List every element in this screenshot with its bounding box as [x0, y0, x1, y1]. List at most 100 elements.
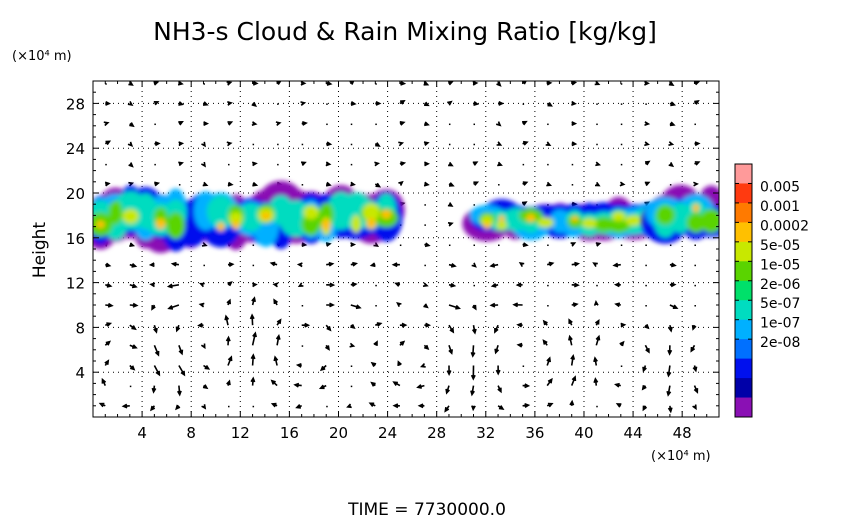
wind-vector — [301, 305, 304, 307]
wind-vector — [301, 143, 304, 146]
wind-vector — [694, 141, 701, 147]
wind-vector — [251, 121, 258, 126]
wind-vector — [694, 123, 696, 126]
chart-title: NH3-s Cloud & Rain Mixing Ratio [kg/kg] — [153, 17, 657, 46]
wind-vector — [374, 161, 381, 167]
wind-vector — [473, 244, 476, 247]
wind-vector — [424, 322, 432, 328]
y-tick-label: 24 — [66, 140, 85, 158]
wind-vector — [252, 405, 255, 408]
wind-vector — [301, 184, 304, 186]
wind-vector — [202, 384, 209, 390]
wind-vector — [346, 403, 352, 409]
wind-vector — [128, 81, 134, 86]
wind-vector — [644, 324, 650, 330]
wind-vector — [522, 140, 529, 146]
wind-vector — [129, 263, 138, 268]
wind-vector — [272, 282, 279, 288]
wind-vector — [547, 244, 549, 247]
wind-vector — [350, 143, 353, 146]
wind-vector — [350, 323, 356, 330]
wind-vector — [489, 302, 499, 308]
wind-vector — [325, 324, 332, 332]
cloud-layer — [93, 180, 719, 253]
cloud-cell — [122, 208, 139, 224]
wind-vector — [350, 304, 362, 310]
wind-vector — [104, 140, 112, 146]
wind-vector — [668, 141, 675, 146]
wind-vector — [490, 282, 499, 288]
wind-vector — [293, 382, 302, 388]
y-tick-label: 16 — [66, 230, 85, 248]
wind-vector — [198, 282, 205, 288]
cloud-cell — [581, 218, 597, 229]
wind-vector — [151, 304, 156, 311]
y-tick-label: 28 — [66, 95, 85, 113]
colorbar-swatch — [735, 183, 752, 204]
cloud-cell — [261, 212, 271, 220]
wind-vector — [391, 262, 400, 268]
cloud-cell — [96, 220, 105, 229]
wind-vector — [154, 163, 156, 166]
wind-vector — [473, 123, 476, 126]
wind-vector — [275, 333, 281, 346]
wind-vector — [496, 141, 503, 146]
wind-vector — [277, 143, 279, 146]
wind-vector — [250, 353, 256, 366]
x-tick-label: 4 — [137, 424, 147, 442]
wind-vector — [178, 120, 184, 126]
wind-vector — [227, 181, 234, 187]
wind-vector — [198, 302, 205, 308]
time-footer: TIME = 7730000.0 — [347, 500, 506, 519]
wind-vector — [568, 318, 573, 326]
wind-vector — [470, 385, 475, 397]
wind-vector — [593, 300, 599, 306]
x-tick-label: 48 — [673, 424, 692, 442]
cloud-cell — [606, 218, 631, 233]
wind-vector — [473, 181, 480, 186]
wind-vector — [497, 405, 505, 411]
wind-vector — [448, 304, 461, 310]
wind-vector — [570, 353, 576, 366]
wind-vector — [571, 163, 574, 166]
wind-vector — [228, 405, 230, 408]
wind-vector — [166, 283, 180, 289]
wind-vector — [251, 296, 256, 306]
wind-vector — [170, 261, 180, 267]
wind-vector — [370, 361, 377, 367]
wind-vector — [105, 262, 112, 268]
wind-vector — [494, 345, 500, 355]
wind-vector — [177, 385, 182, 397]
wind-vector — [571, 121, 578, 127]
wind-vector — [226, 298, 231, 306]
wind-vector — [251, 331, 257, 346]
wind-vector — [645, 103, 647, 105]
colorbar-label: 5e-07 — [760, 296, 800, 312]
cloud-layer-3 — [641, 184, 719, 244]
x-tick-label: 40 — [574, 424, 593, 442]
wind-vector — [542, 339, 548, 346]
wind-vector — [694, 99, 700, 105]
cloud-cell — [303, 205, 319, 220]
wind-vector — [668, 162, 675, 168]
wind-vector — [690, 344, 696, 353]
wind-vector — [373, 340, 378, 346]
wind-vector — [300, 101, 307, 106]
wind-vector — [319, 364, 327, 372]
wind-vector — [593, 356, 598, 366]
wind-vector — [448, 143, 451, 146]
wind-vector — [148, 262, 155, 268]
y-tick-label: 4 — [75, 364, 85, 382]
x-tick-label: 28 — [427, 424, 446, 442]
wind-vector — [153, 101, 160, 106]
wind-vector — [252, 282, 258, 288]
wind-vector — [203, 264, 205, 267]
wind-vector — [691, 324, 697, 331]
wind-vector — [326, 405, 328, 408]
wind-vector — [301, 120, 308, 126]
colorbar-swatch — [735, 300, 752, 321]
wind-vector — [667, 345, 673, 356]
wind-vector — [200, 343, 206, 350]
wind-vector — [424, 264, 426, 267]
wind-vector — [644, 344, 650, 354]
